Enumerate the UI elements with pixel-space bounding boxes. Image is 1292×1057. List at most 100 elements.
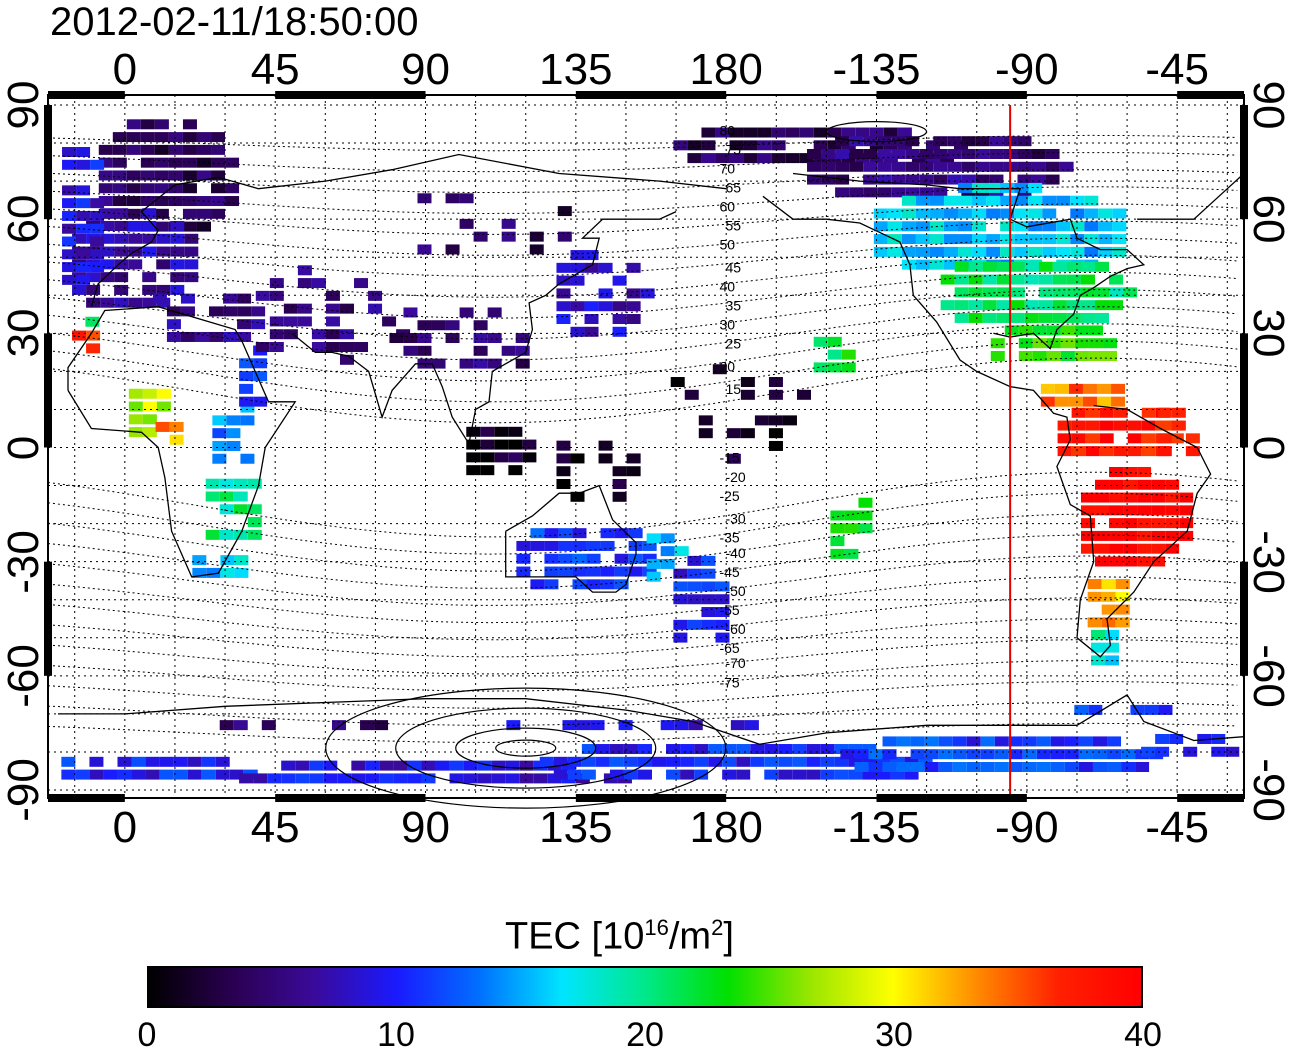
tec-cell xyxy=(1014,208,1029,219)
tec-cell xyxy=(515,358,530,369)
tec-cell xyxy=(986,195,1001,206)
frame-band-top xyxy=(575,91,727,99)
tec-cell xyxy=(626,466,641,477)
tec-cell xyxy=(1078,749,1093,760)
tec-cell xyxy=(219,529,234,540)
tec-cell xyxy=(255,342,270,353)
tec-cell xyxy=(827,336,842,347)
tec-cell xyxy=(673,619,688,630)
contour-label: -55 xyxy=(719,602,739,618)
tec-cell xyxy=(1101,604,1116,615)
tec-cell xyxy=(764,756,779,767)
tec-cell xyxy=(403,333,418,344)
tec-cell xyxy=(323,773,338,784)
tec-cell xyxy=(1024,312,1039,323)
tec-cell xyxy=(98,170,113,181)
tec-cell xyxy=(701,127,716,138)
tec-cell xyxy=(990,338,1005,349)
tec-cell xyxy=(813,127,828,138)
tec-cell xyxy=(849,161,864,172)
contour-label: -35 xyxy=(719,530,739,546)
tec-cell xyxy=(76,185,91,196)
bottom-lon-tick: -45 xyxy=(1145,803,1209,852)
tec-cell xyxy=(598,453,613,464)
tec-cell xyxy=(1008,761,1023,772)
tec-cell xyxy=(182,132,197,143)
tec-cell xyxy=(140,170,155,181)
tec-cell xyxy=(813,362,828,373)
tec-cell xyxy=(1113,420,1128,431)
tec-cell xyxy=(757,140,772,151)
tec-cell xyxy=(940,274,955,285)
tec-cell xyxy=(1092,749,1107,760)
tec-cell xyxy=(393,760,408,771)
tec-cell xyxy=(166,319,181,330)
contour-label: -65 xyxy=(719,640,739,656)
tec-cell xyxy=(449,773,464,784)
tec-cell xyxy=(1010,287,1025,298)
tec-cell xyxy=(1169,733,1184,744)
tec-cell xyxy=(459,307,474,318)
tec-cell xyxy=(958,221,973,232)
magnetic-contour xyxy=(47,471,1238,538)
tec-cell xyxy=(954,300,969,311)
bottom-lon-tick: 90 xyxy=(401,803,450,852)
tec-cell xyxy=(806,744,821,755)
tec-cell xyxy=(642,553,657,564)
tec-cell xyxy=(827,362,842,373)
tec-cell xyxy=(1088,350,1103,361)
magnetic-contour xyxy=(47,555,1238,606)
tec-cell xyxy=(623,744,638,755)
tec-cell xyxy=(1088,338,1103,349)
tec-cell xyxy=(1000,221,1015,232)
tec-cell xyxy=(715,632,730,643)
tec-cell xyxy=(708,744,723,755)
tec-cell xyxy=(868,749,883,760)
tec-cell xyxy=(1056,246,1071,257)
tec-cell xyxy=(628,566,643,577)
tec-cell xyxy=(1057,420,1072,431)
tec-cell xyxy=(112,132,127,143)
tec-cell xyxy=(848,769,863,780)
tec-cell xyxy=(1127,446,1142,457)
tec-cell xyxy=(740,389,755,400)
tec-cell xyxy=(128,220,143,231)
tec-cell xyxy=(674,546,689,557)
tec-cell xyxy=(180,331,195,342)
tec-cell xyxy=(544,528,559,539)
tec-cell xyxy=(556,466,571,477)
tec-cell xyxy=(768,440,783,451)
tec-cell xyxy=(915,195,930,206)
tec-cell xyxy=(890,769,905,780)
tec-cell xyxy=(159,756,174,767)
tec-cell xyxy=(169,434,184,445)
tec-cell xyxy=(646,571,661,582)
tec-cell xyxy=(1022,761,1037,772)
tec-cell xyxy=(915,234,930,245)
right-lat-tick: -60 xyxy=(1244,644,1292,708)
tec-cell xyxy=(480,465,495,476)
tec-cell xyxy=(1171,407,1186,418)
tec-cell xyxy=(1123,543,1138,554)
tec-cell xyxy=(114,233,129,244)
tec-cell xyxy=(901,221,916,232)
tec-cell xyxy=(778,769,793,780)
tec-cell xyxy=(785,127,800,138)
tec-cell xyxy=(219,504,234,515)
magnetic-contour xyxy=(47,492,1238,555)
tec-cell xyxy=(556,275,571,286)
contour-label: 15 xyxy=(725,381,741,397)
tec-cell xyxy=(687,619,702,630)
tec-cell xyxy=(570,262,585,273)
tec-cell xyxy=(904,769,919,780)
tec-cell xyxy=(1123,518,1138,529)
tec-cell xyxy=(196,132,211,143)
tec-cell xyxy=(309,773,324,784)
tec-cell xyxy=(556,479,571,490)
frame-band-right xyxy=(1240,561,1248,676)
tec-cell xyxy=(201,756,216,767)
tec-cell xyxy=(233,504,248,515)
tec-cell xyxy=(849,187,864,198)
tec-cell xyxy=(233,491,248,502)
tec-cell xyxy=(799,127,814,138)
